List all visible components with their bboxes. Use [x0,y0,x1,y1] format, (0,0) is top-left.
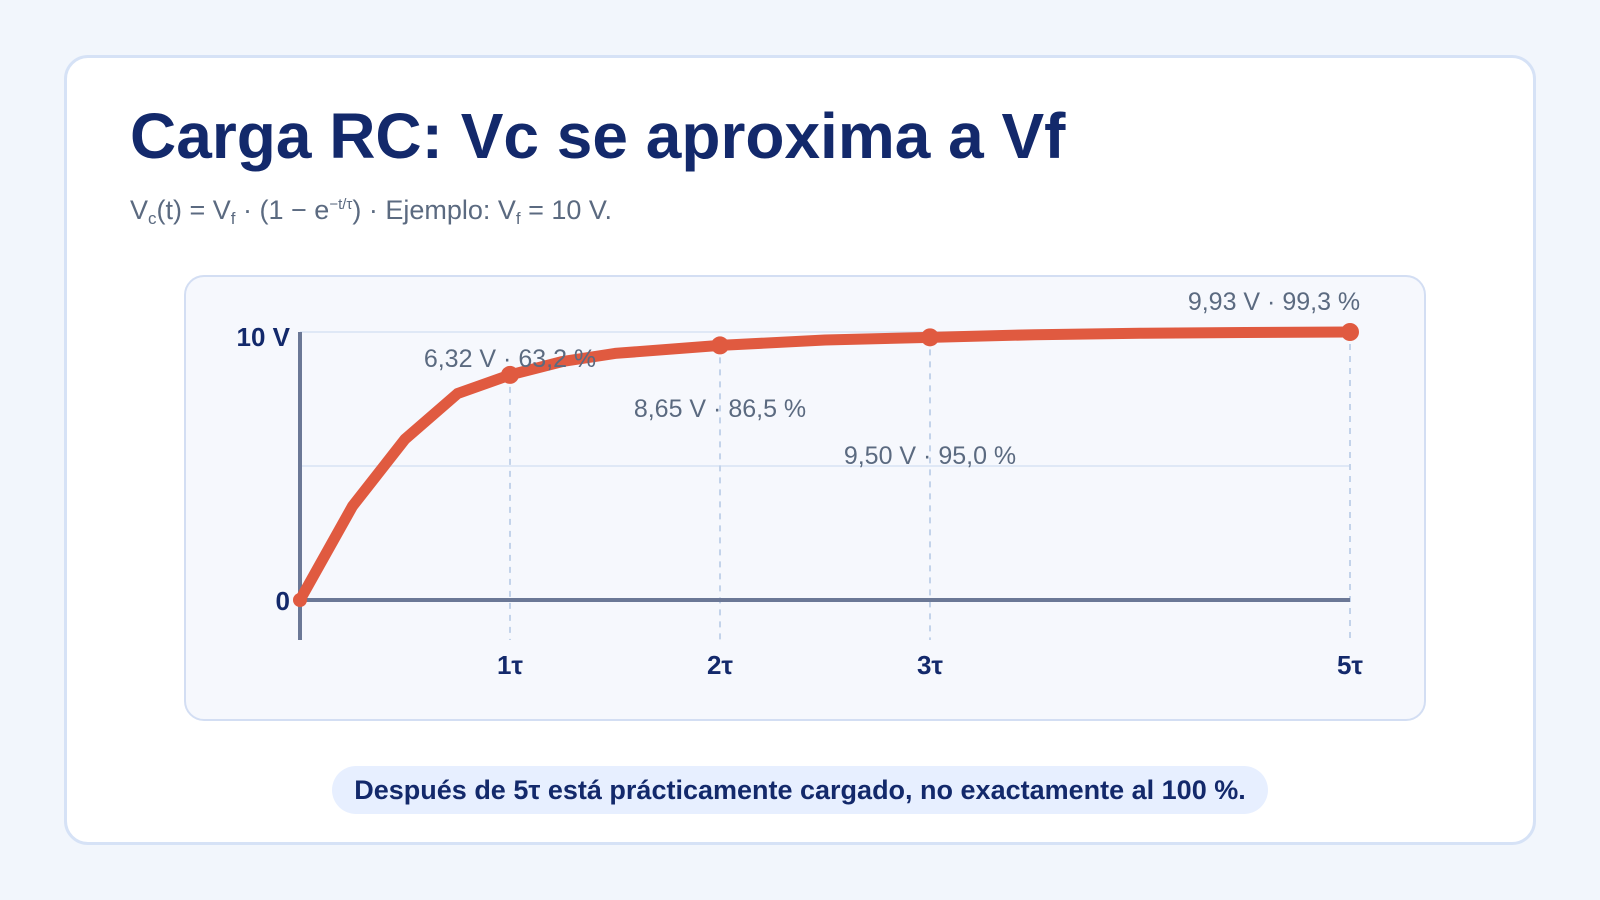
page-title: Carga RC: Vc se aproxima a Vf [130,100,1066,172]
data-point-1τ [501,365,519,384]
data-point-5τ [1341,323,1359,341]
formula-lhs-subscript: c [148,209,157,228]
formula-middle: · (1 − e [235,195,330,225]
curve-start-point [293,593,307,607]
x-tick-label: 1τ [497,650,523,680]
y-tick-label: 10 V [237,322,291,352]
formula-tail: ) · Ejemplo: V [352,195,516,225]
charge-curve [294,326,1356,606]
formula-subtitle: Vc(t) = Vf · (1 − e−t/τ) · Ejemplo: Vf =… [130,188,612,236]
data-point-label: 8,65 V · 86,5 % [634,395,806,423]
x-tick-label: 3τ [917,650,943,680]
x-tick-label: 2τ [707,650,733,680]
formula-lhs: V [130,195,149,225]
note-text: Después de 5τ está prácticamente cargado… [354,775,1246,805]
x-tick-label: 5τ [1337,650,1363,680]
example-subscript: f [515,209,521,228]
note-highlight [332,766,1268,814]
y-tick-label: 0 [276,586,290,616]
example-end: = 10 V. [520,195,612,225]
plot-panel [184,275,1426,721]
formula-exponent: −t/τ [329,196,353,213]
data-point-2τ [711,336,729,355]
data-point-label: 9,50 V · 95,0 % [844,442,1016,470]
formula-f-subscript: f [230,209,236,228]
formula-equals: (t) = V [156,195,231,225]
data-point-3τ [921,328,939,347]
data-point-label: 6,32 V · 63,2 % [424,345,596,373]
data-point-label: 9,93 V · 99,3 % [1188,288,1360,316]
